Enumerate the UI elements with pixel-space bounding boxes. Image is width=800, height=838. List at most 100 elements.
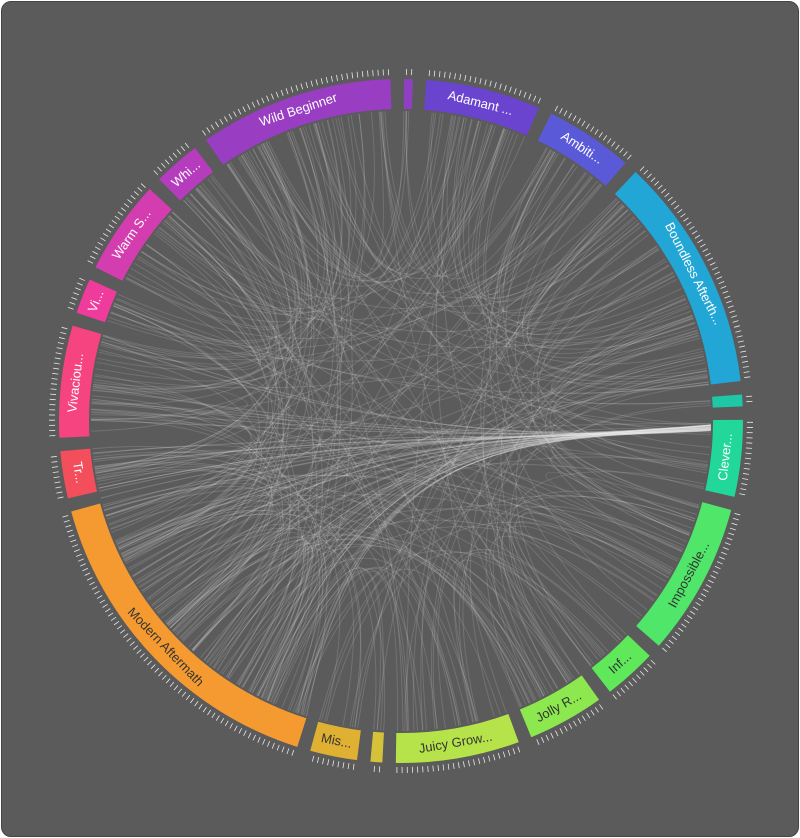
tick [206,127,211,133]
tick [153,170,159,176]
tick [60,331,67,335]
tick [744,462,751,465]
chord [94,294,685,389]
tick [256,99,260,106]
chord [266,424,712,701]
group-arc [705,419,743,497]
tick [712,570,719,574]
chord [103,424,712,508]
chord [379,111,697,350]
tick [497,752,501,759]
tick [92,251,99,255]
tick [536,739,540,745]
chord [118,381,709,550]
chord [91,132,319,432]
group-label: Vivaciou... [64,352,86,413]
tick [568,112,572,119]
tick [316,756,320,764]
chord [93,383,252,525]
chord [203,127,335,661]
chord [412,205,625,731]
chord [125,148,306,328]
tick [247,104,251,110]
chord [406,119,472,731]
tick [53,362,60,365]
chord [248,111,410,278]
tick [133,645,139,650]
tick [157,166,162,172]
tick [181,691,187,697]
tick [729,527,736,531]
chord [441,115,592,667]
tick [517,746,521,753]
tick [703,588,709,593]
tick [69,301,76,305]
tick [342,762,345,769]
chord [551,377,709,509]
chord [238,427,711,686]
chord [123,153,302,560]
group-arc [395,713,519,763]
tick [295,84,299,91]
chord [114,164,294,542]
tick [559,107,563,114]
chord [192,425,712,651]
group-label: Clever... [715,432,735,481]
tick [488,755,491,762]
chord [171,124,492,299]
tick [474,77,477,84]
tick [161,674,167,680]
chord [166,538,530,704]
tick [54,357,61,360]
tick [58,337,65,340]
tick [215,121,219,128]
tick [602,135,608,141]
tick [180,145,186,152]
tick [577,718,582,724]
chord [93,149,552,388]
tick [733,325,740,328]
chord [321,116,460,271]
tick [724,295,731,299]
group-arc [95,189,172,281]
chord [90,419,711,435]
tick [172,152,178,158]
chord [530,219,689,349]
tick [452,762,455,770]
chord [426,112,566,280]
tick [261,97,265,104]
chord [140,171,587,321]
tick [545,734,549,741]
tick [639,670,645,676]
chord [94,427,711,468]
tick [267,740,271,747]
chord [91,361,248,416]
chord [261,428,711,699]
chord [92,445,251,517]
tick [454,73,456,80]
tick [728,532,735,536]
chord [122,425,711,558]
group-arc [424,79,539,136]
tick [52,471,59,473]
chord [489,147,627,635]
tick [594,707,599,713]
tick [51,461,58,463]
tick [111,219,117,225]
tick [683,217,689,222]
chord [210,504,684,666]
chord [95,423,711,473]
chord [126,276,541,699]
chord [260,144,690,536]
tick [467,760,470,767]
tick [720,285,727,289]
tick [190,697,195,704]
chord [136,511,279,628]
tick [739,493,746,496]
chord [110,311,460,726]
chord [485,317,694,708]
chord [162,186,292,315]
tick [433,70,436,77]
tick [147,660,152,666]
chord [458,495,695,723]
